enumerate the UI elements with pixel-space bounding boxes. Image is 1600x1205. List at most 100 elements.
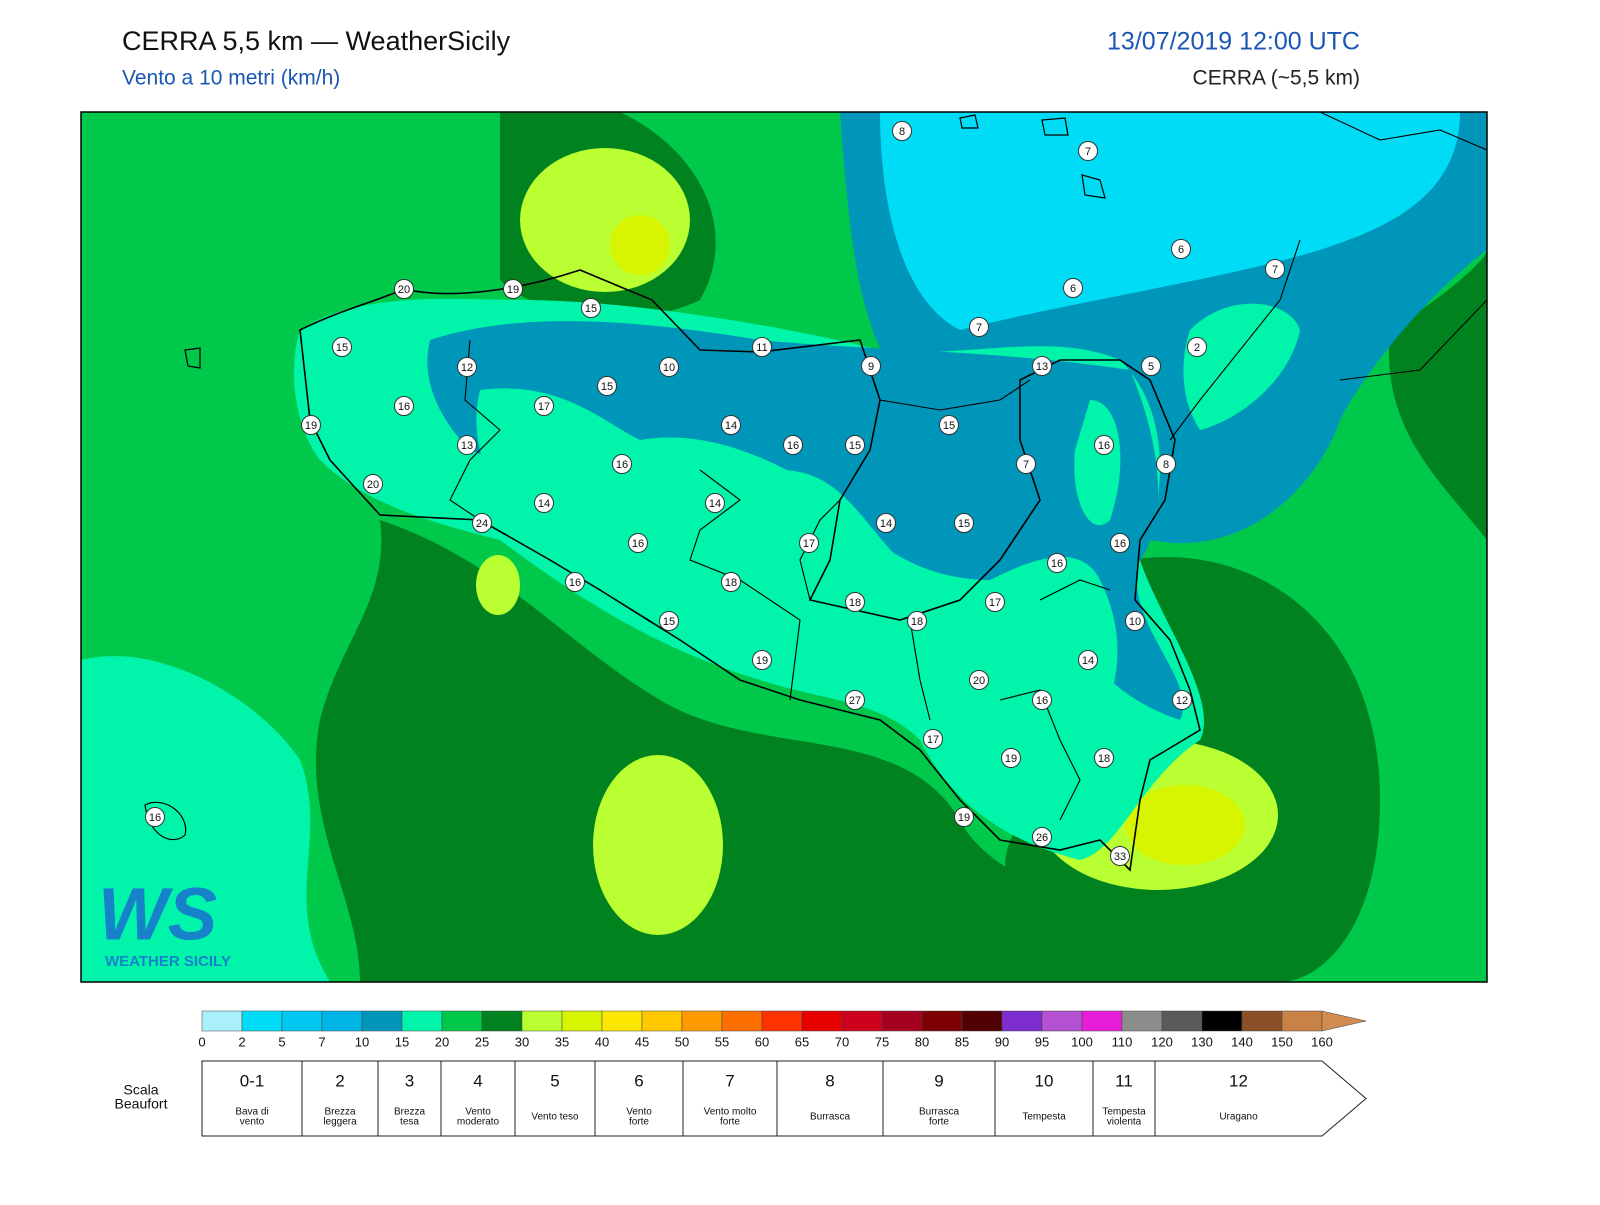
colorbar-tick-label: 140 — [1231, 1034, 1253, 1049]
colorbar-box — [641, 1010, 683, 1032]
station-value: 12 — [461, 362, 473, 374]
colorbar-box — [1081, 1010, 1123, 1032]
colorbar-box — [881, 1010, 923, 1032]
beaufort-desc: Burrasca — [919, 1107, 959, 1118]
station-value: 24 — [476, 518, 488, 530]
station-value: 14 — [725, 420, 737, 432]
station-value: 19 — [507, 284, 519, 296]
beaufort-desc: forte — [929, 1117, 949, 1128]
station-marker — [705, 493, 725, 513]
station-marker — [954, 513, 974, 533]
colorbar-box — [841, 1010, 883, 1032]
station-marker — [1110, 846, 1130, 866]
beaufort-desc: Vento — [626, 1107, 652, 1118]
wind-field: WS WEATHER SICILY — [81, 112, 1487, 982]
colorbar-tick-label: 75 — [875, 1034, 889, 1049]
model: CERRA (~5,5 km) — [1193, 67, 1360, 90]
station-marker — [1141, 356, 1161, 376]
field — [520, 148, 690, 292]
colorbar-tick-label: 160 — [1311, 1034, 1333, 1049]
station-marker — [332, 337, 352, 357]
station-value: 18 — [911, 616, 923, 628]
station-marker — [721, 415, 741, 435]
station-marker — [954, 807, 974, 827]
station-value: 19 — [1005, 753, 1017, 765]
station-value: 17 — [803, 538, 815, 550]
colorbar-tick-label: 7 — [318, 1034, 325, 1049]
beaufort-desc: Vento — [465, 1107, 491, 1118]
field — [476, 388, 1118, 766]
island — [144, 114, 1106, 841]
colorbar-box — [1281, 1010, 1323, 1032]
station-marker — [969, 317, 989, 337]
station-marker — [799, 533, 819, 553]
station-marker — [1125, 611, 1145, 631]
beaufort-force: 4 — [473, 1071, 482, 1090]
station-marker — [1094, 748, 1114, 768]
station-value: 18 — [849, 597, 861, 609]
station-value: 6 — [1070, 283, 1076, 295]
colorbar-tick-label: 65 — [795, 1034, 809, 1049]
colorbar-tick-label: 55 — [715, 1034, 729, 1049]
beaufort-force: 3 — [405, 1071, 414, 1090]
beaufort-force: 10 — [1035, 1071, 1054, 1090]
beaufort-desc: Bava di — [235, 1107, 268, 1118]
beaufort-desc: tesa — [400, 1117, 419, 1128]
station-marker — [985, 592, 1005, 612]
colorbar-arrow — [1321, 1010, 1367, 1032]
station-marker — [876, 513, 896, 533]
map-frame — [80, 111, 1488, 983]
colorbar-box — [721, 1010, 763, 1032]
beaufort-desc: Tempesta — [1022, 1112, 1066, 1123]
colorbar-box — [1241, 1010, 1283, 1032]
station-marker — [534, 396, 554, 416]
station-value: 16 — [787, 440, 799, 452]
field — [1074, 400, 1121, 526]
station-value: 19 — [958, 812, 970, 824]
colorbar-box — [321, 1010, 363, 1032]
station-marker — [394, 396, 414, 416]
beaufort-force: 6 — [634, 1071, 643, 1090]
station-value: 15 — [585, 303, 597, 315]
station-marker — [145, 807, 165, 827]
station-marker — [1187, 337, 1207, 357]
station-marker — [1110, 533, 1130, 553]
beaufort-desc: forte — [720, 1117, 740, 1128]
subtitle: Vento a 10 metri (km/h) — [122, 67, 340, 90]
field — [1183, 303, 1300, 430]
colorbar-box — [1201, 1010, 1243, 1032]
field — [476, 555, 520, 615]
colorbar-box — [361, 1010, 403, 1032]
colorbar-tick-label: 35 — [555, 1034, 569, 1049]
beaufort-force: 9 — [934, 1071, 943, 1090]
field — [1125, 785, 1245, 865]
beaufort-force: 12 — [1229, 1071, 1248, 1090]
station-marker — [301, 415, 321, 435]
station-marker — [1032, 827, 1052, 847]
station-marker — [472, 513, 492, 533]
field — [610, 215, 670, 275]
station-value: 13 — [461, 440, 473, 452]
station-value: 16 — [1036, 695, 1048, 707]
colorbar-tick-label: 30 — [515, 1034, 529, 1049]
station-value: 16 — [398, 401, 410, 413]
colorbar-tick-label: 70 — [835, 1034, 849, 1049]
beaufort-force: 7 — [725, 1071, 734, 1090]
station-marker — [1171, 239, 1191, 259]
beaufort-desc: leggera — [323, 1117, 357, 1128]
station-value: 13 — [1036, 361, 1048, 373]
station-marker — [581, 298, 601, 318]
beaufort-desc: Brezza — [394, 1107, 426, 1118]
colorbar-box — [921, 1010, 963, 1032]
colorbar: 0 2 5 7 10 15 20 25 30 35 40 45 50 55 60 65 70 75 80 85 90 95… — [198, 1010, 1367, 1049]
station-value: 5 — [1148, 361, 1154, 373]
beaufort-desc: Brezza — [324, 1107, 356, 1118]
beaufort-desc: Burrasca — [810, 1112, 850, 1123]
station-value: 33 — [1114, 851, 1126, 863]
field — [81, 656, 330, 982]
station-marker — [659, 611, 679, 631]
field — [427, 321, 1184, 720]
station-value: 15 — [849, 440, 861, 452]
